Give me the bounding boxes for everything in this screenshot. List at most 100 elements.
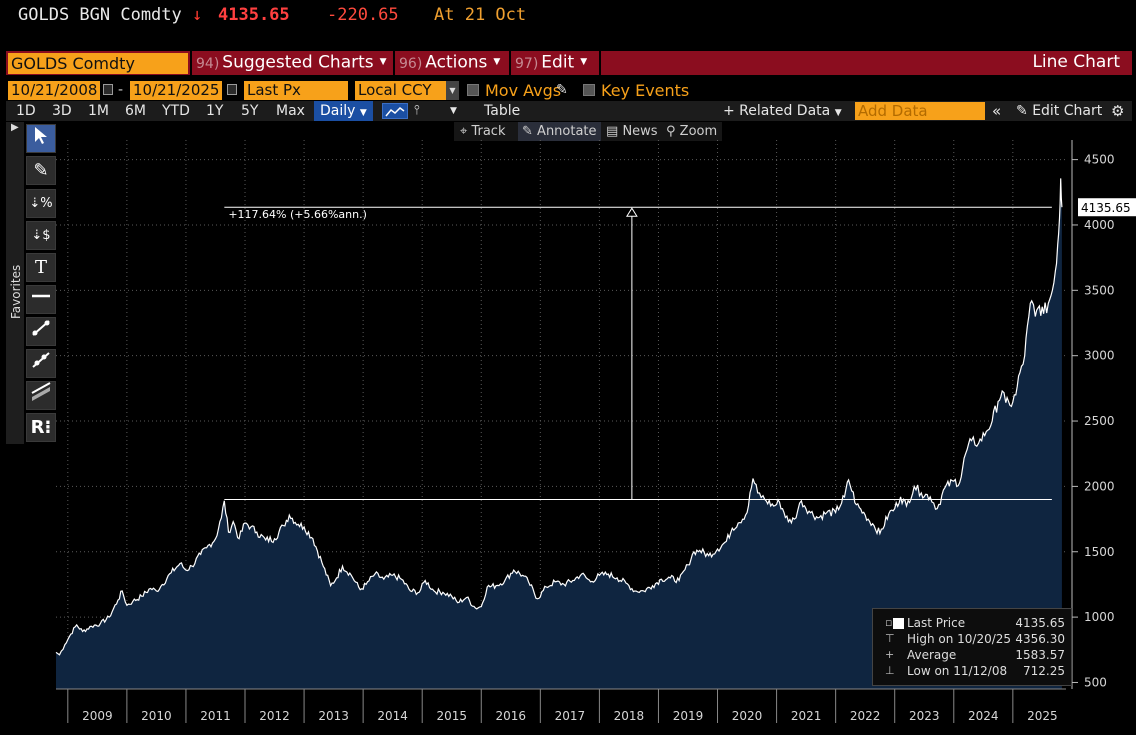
menu-actions[interactable]: 96) Actions ▼: [399, 51, 500, 75]
x-tick-label: 2009: [82, 709, 113, 723]
crosshair-icon: ⌖: [460, 124, 468, 139]
table-button[interactable]: Table: [484, 103, 521, 119]
period-6m[interactable]: 6M: [125, 103, 146, 119]
x-tick-label: 2010: [141, 709, 172, 723]
calendar-icon[interactable]: [103, 84, 113, 95]
related-data-button[interactable]: + Related Data ▼: [723, 101, 842, 121]
gear-icon[interactable]: ⚙: [1111, 102, 1125, 120]
x-tick-label: 2022: [850, 709, 881, 723]
menu-label: Edit: [541, 52, 575, 73]
menu-edit[interactable]: 97) Edit ▼: [515, 51, 587, 75]
average-marker-icon: +: [885, 648, 895, 661]
x-tick-label: 2024: [968, 709, 999, 723]
date-row: 10/21/2008 - 10/21/2025 Last Px Local CC…: [0, 81, 1136, 101]
text-icon[interactable]: T: [26, 253, 56, 282]
add-data-input[interactable]: Add Data: [855, 102, 985, 120]
channel-icon[interactable]: [26, 381, 56, 410]
period-toolbar: 1D 3D 1M 6M YTD 1Y 5Y Max Daily ▼ ⫯ ▼ Ta…: [6, 101, 1132, 121]
y-tick-label: 2500: [1084, 414, 1115, 428]
x-tick-label: 2025: [1027, 709, 1058, 723]
pointer-icon[interactable]: [26, 124, 56, 153]
last-price-tag-label: 4135.65: [1081, 201, 1131, 215]
security-input[interactable]: GOLDS Comdty: [8, 53, 188, 74]
ticker-line: GOLDS BGN Comdty ↓ 4135.65 -220.65 At 21…: [0, 0, 1136, 34]
y-tick-label: 3500: [1084, 283, 1115, 297]
annotate-button[interactable]: ✎ Annotate: [518, 122, 601, 141]
x-axis: 2009 2010 2011 2012 2013 2014 2015 2016 2017 2018…: [56, 688, 1066, 723]
period-max[interactable]: Max: [276, 103, 305, 119]
dollar-measure-icon[interactable]: ⇣$: [26, 221, 56, 250]
zoom-label: Zoom: [679, 124, 718, 139]
zoom-button[interactable]: ⚲ Zoom: [666, 122, 717, 141]
annotation-label: +117.64% (+5.66%ann.): [228, 208, 367, 221]
menu-suggested-charts[interactable]: 94) Suggested Charts ▼: [196, 51, 387, 75]
menu-separator: [190, 51, 192, 75]
last-price-tag: [1078, 198, 1136, 217]
period-1d[interactable]: 1D: [16, 103, 36, 119]
percent-measure-icon[interactable]: ⇣%: [26, 189, 56, 218]
frequency-label: Daily: [320, 103, 356, 119]
period-3d[interactable]: 3D: [52, 103, 72, 119]
key-events-label[interactable]: Key Events: [601, 81, 690, 100]
horizontal-line-icon[interactable]: [26, 285, 56, 314]
ray-line-icon[interactable]: [26, 349, 56, 378]
x-tick-label: 2014: [377, 709, 408, 723]
x-tick-label: 2020: [732, 709, 763, 723]
favorites-strip[interactable]: ▶ Favorites: [6, 122, 24, 444]
y-tick-label: 1000: [1084, 610, 1115, 624]
field-select[interactable]: Last Px: [244, 81, 348, 100]
bar-chart-icon[interactable]: ⫯: [414, 103, 420, 118]
y-axis: 500 1000 1500 2000 2500 3000 3500 4000 4500 4135.…: [1071, 140, 1136, 689]
x-tick-label: 2023: [909, 709, 940, 723]
magnifier-icon: ⚲: [666, 124, 676, 139]
low-marker-icon: ⊥: [885, 664, 895, 677]
period-5y[interactable]: 5Y: [241, 103, 259, 119]
legend-marker-icon: ▫: [885, 616, 893, 629]
retracement-icon[interactable]: R⁝: [26, 413, 56, 442]
key-events-checkbox[interactable]: [583, 84, 595, 96]
price-chart[interactable]: +117.64% (+5.66%ann.) 500 1000 1500 2000 250…: [0, 140, 1136, 735]
collapse-icon[interactable]: «: [992, 102, 1002, 120]
annotation-arrow-head: [625, 207, 638, 217]
x-tick-label: 2012: [259, 709, 290, 723]
x-tick-label: 2017: [555, 709, 586, 723]
start-date-input[interactable]: 10/21/2008: [8, 81, 100, 100]
mov-avgs-checkbox[interactable]: [467, 84, 479, 96]
legend-label: Average: [907, 648, 957, 662]
y-tick-label: 4000: [1084, 218, 1115, 232]
chart-type-label[interactable]: Line Chart: [1032, 52, 1120, 72]
period-1y[interactable]: 1Y: [206, 103, 224, 119]
legend-value: 1583.57: [1015, 648, 1065, 662]
chart-mode-toolbar: ⌖ Track ✎ Annotate ▤ News ⚲ Zoom: [454, 122, 722, 141]
period-ytd[interactable]: YTD: [162, 103, 190, 119]
x-tick-label: 2015: [436, 709, 467, 723]
ticker-time: At 21 Oct: [434, 5, 527, 25]
currency-select[interactable]: Local CCY: [355, 81, 447, 100]
legend-last-price: ▫ Last Price 4135.65: [873, 616, 1073, 632]
pencil-icon[interactable]: ✎: [556, 82, 568, 98]
chevron-down-icon[interactable]: ▼: [446, 81, 459, 100]
chevron-down-icon: ▼: [379, 57, 387, 67]
line-chart-icon[interactable]: [382, 103, 408, 119]
track-button[interactable]: ⌖ Track: [460, 122, 506, 141]
y-tick-label: 2000: [1084, 479, 1115, 493]
chevron-down-icon[interactable]: ▼: [450, 106, 457, 116]
mov-avgs-label[interactable]: Mov Avgs: [485, 81, 562, 100]
expand-icon: ▶: [11, 122, 19, 133]
trend-line-icon[interactable]: [26, 317, 56, 346]
chart-legend[interactable]: ▫ Last Price 4135.65 ⊤ High on 10/20/25 …: [872, 608, 1072, 686]
legend-label: High on 10/20/25: [907, 632, 1012, 646]
news-button[interactable]: ▤ News: [606, 122, 658, 141]
edit-chart-button[interactable]: ✎ Edit Chart: [1016, 101, 1102, 121]
frequency-select[interactable]: Daily ▼: [314, 101, 373, 121]
performance-annotation: +117.64% (+5.66%ann.): [224, 206, 1052, 500]
pencil-icon: ✎: [522, 124, 533, 139]
price-area: [56, 178, 1062, 689]
related-data-label: + Related Data: [723, 103, 831, 119]
period-1m[interactable]: 1M: [88, 103, 109, 119]
end-date-input[interactable]: 10/21/2025: [130, 81, 222, 100]
calendar-icon[interactable]: [227, 84, 237, 95]
y-tick-label: 4500: [1084, 153, 1115, 167]
date-dash: -: [118, 82, 124, 98]
pen-icon[interactable]: ✎: [26, 156, 56, 185]
